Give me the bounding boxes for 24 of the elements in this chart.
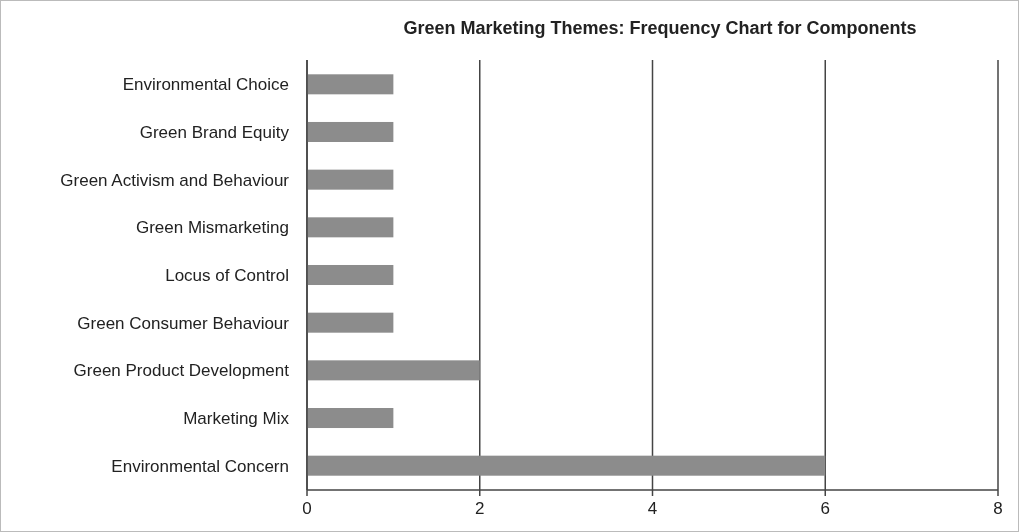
y-tick-label: Locus of Control xyxy=(165,265,289,285)
x-tick-label: 6 xyxy=(820,499,830,518)
y-tick-label: Green Activism and Behaviour xyxy=(60,170,290,190)
bar xyxy=(307,74,394,95)
y-tick-label: Environmental Concern xyxy=(111,456,289,476)
bar xyxy=(307,312,394,333)
y-tick-label: Environmental Choice xyxy=(122,75,289,95)
bar xyxy=(307,169,394,190)
x-tick-label: 2 xyxy=(475,499,485,518)
bar xyxy=(307,121,394,142)
y-tick-label: Green Mismarketing xyxy=(135,218,289,238)
y-tick-label: Green Product Development xyxy=(73,361,290,381)
chart-title: Green Marketing Themes: Frequency Chart for Components xyxy=(403,18,917,38)
bar xyxy=(307,217,394,238)
y-tick-label: Green Brand Equity xyxy=(139,122,290,142)
bar xyxy=(307,408,394,429)
bar xyxy=(307,455,826,476)
bar xyxy=(307,264,394,286)
x-tick-label: 8 xyxy=(993,499,1003,518)
x-tick-label: 4 xyxy=(647,499,658,518)
bar xyxy=(307,360,480,381)
x-tick-label: 0 xyxy=(302,499,312,518)
y-tick-label: Green Consumer Behaviour xyxy=(77,313,290,333)
y-tick-label: Marketing Mix xyxy=(183,408,290,428)
